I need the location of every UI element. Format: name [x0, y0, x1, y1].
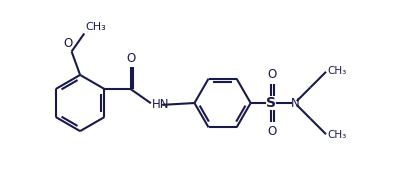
Text: S: S [266, 96, 276, 110]
Text: N: N [290, 97, 299, 109]
Text: HN: HN [152, 97, 169, 111]
Text: O: O [64, 37, 73, 50]
Text: O: O [267, 125, 277, 138]
Text: O: O [267, 68, 277, 81]
Text: CH₃: CH₃ [328, 66, 347, 76]
Text: CH₃: CH₃ [85, 22, 106, 32]
Text: CH₃: CH₃ [328, 130, 347, 140]
Text: O: O [126, 52, 136, 65]
